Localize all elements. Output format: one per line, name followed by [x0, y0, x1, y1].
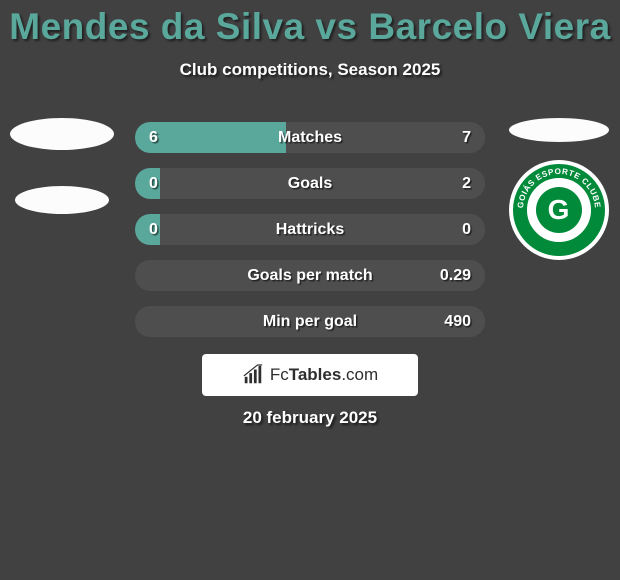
stat-label: Goals	[135, 168, 485, 199]
left-team-logo	[4, 118, 119, 214]
stat-right-value: 2	[462, 168, 471, 199]
stat-right-value: 0.29	[440, 260, 471, 291]
stat-right-value: 490	[444, 306, 471, 337]
bar-chart-icon	[242, 364, 264, 386]
page-subtitle: Club competitions, Season 2025	[0, 60, 620, 80]
stat-label: Goals per match	[135, 260, 485, 291]
goias-club-badge-icon: GOIÁS ESPORTE CLUBE 6-4-1943 G	[509, 160, 609, 260]
stat-left-value: 0	[149, 214, 158, 245]
stat-row: Goals per match0.29	[135, 260, 485, 291]
stat-row: 0Hattricks0	[135, 214, 485, 245]
stat-row: 0Goals2	[135, 168, 485, 199]
stat-rows: 6Matches70Goals20Hattricks0Goals per mat…	[135, 122, 485, 337]
stat-right-value: 7	[462, 122, 471, 153]
placeholder-ellipse-icon	[509, 118, 609, 142]
snapshot-date: 20 february 2025	[0, 408, 620, 428]
fctables-brand: FcTables.com	[202, 354, 418, 396]
stat-right-value: 0	[462, 214, 471, 245]
right-team-logo: GOIÁS ESPORTE CLUBE 6-4-1943 G	[501, 118, 616, 260]
stat-left-value: 0	[149, 168, 158, 199]
comparison-card: Mendes da Silva vs Barcelo Viera Club co…	[0, 0, 620, 580]
stat-label: Hattricks	[135, 214, 485, 245]
brand-text: FcTables.com	[270, 365, 378, 385]
stat-left-value: 6	[149, 122, 158, 153]
goias-letter: G	[536, 187, 582, 233]
placeholder-ellipse-icon	[10, 118, 114, 150]
page-title: Mendes da Silva vs Barcelo Viera	[0, 0, 620, 48]
placeholder-ellipse-icon	[15, 186, 109, 214]
stat-label: Min per goal	[135, 306, 485, 337]
stat-row: Min per goal490	[135, 306, 485, 337]
stat-row: 6Matches7	[135, 122, 485, 153]
